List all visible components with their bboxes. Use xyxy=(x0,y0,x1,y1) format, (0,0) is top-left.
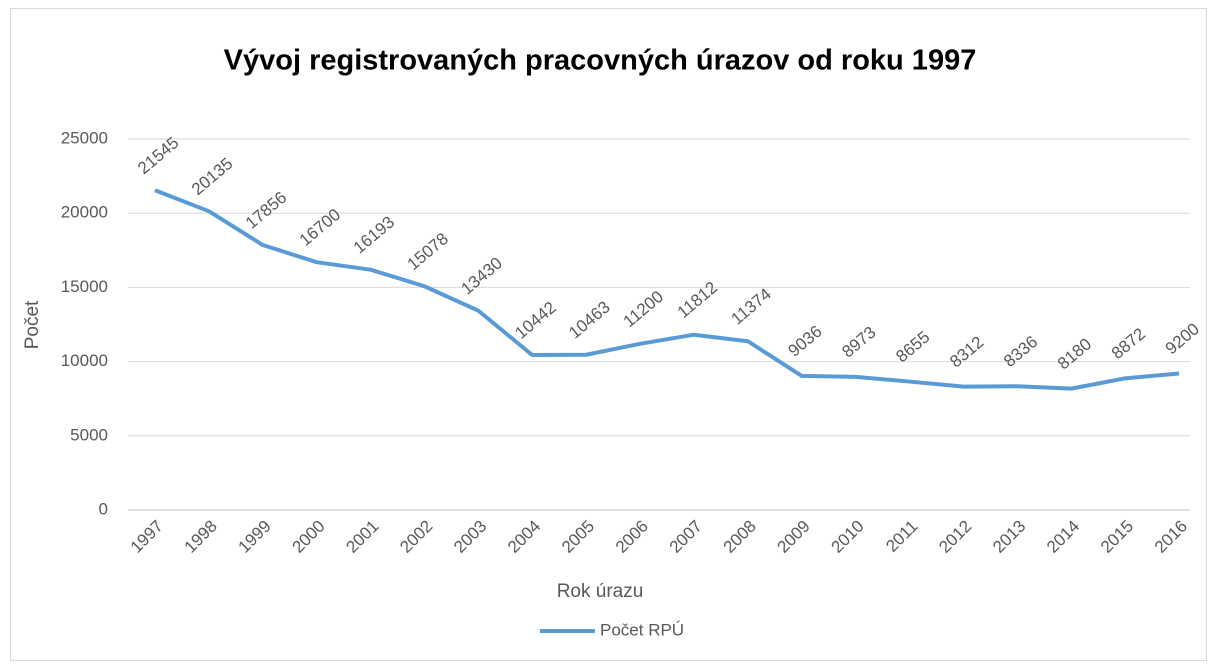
y-tick-label: 25000 xyxy=(61,128,108,147)
x-axis-title: Rok úrazu xyxy=(557,581,644,602)
chart-border xyxy=(10,8,1207,661)
y-tick-label: 0 xyxy=(99,499,108,518)
data-line xyxy=(154,188,1180,391)
y-axis-title: Počet xyxy=(22,300,43,349)
y-tick-label: 10000 xyxy=(61,351,108,370)
y-tick-label: 5000 xyxy=(70,425,108,444)
chart-title: Vývoj registrovaných pracovných úrazov o… xyxy=(224,45,977,77)
y-tick-label: 15000 xyxy=(61,277,108,296)
legend-label: Počet RPÚ xyxy=(600,620,684,639)
y-tick-label: 20000 xyxy=(61,203,108,222)
